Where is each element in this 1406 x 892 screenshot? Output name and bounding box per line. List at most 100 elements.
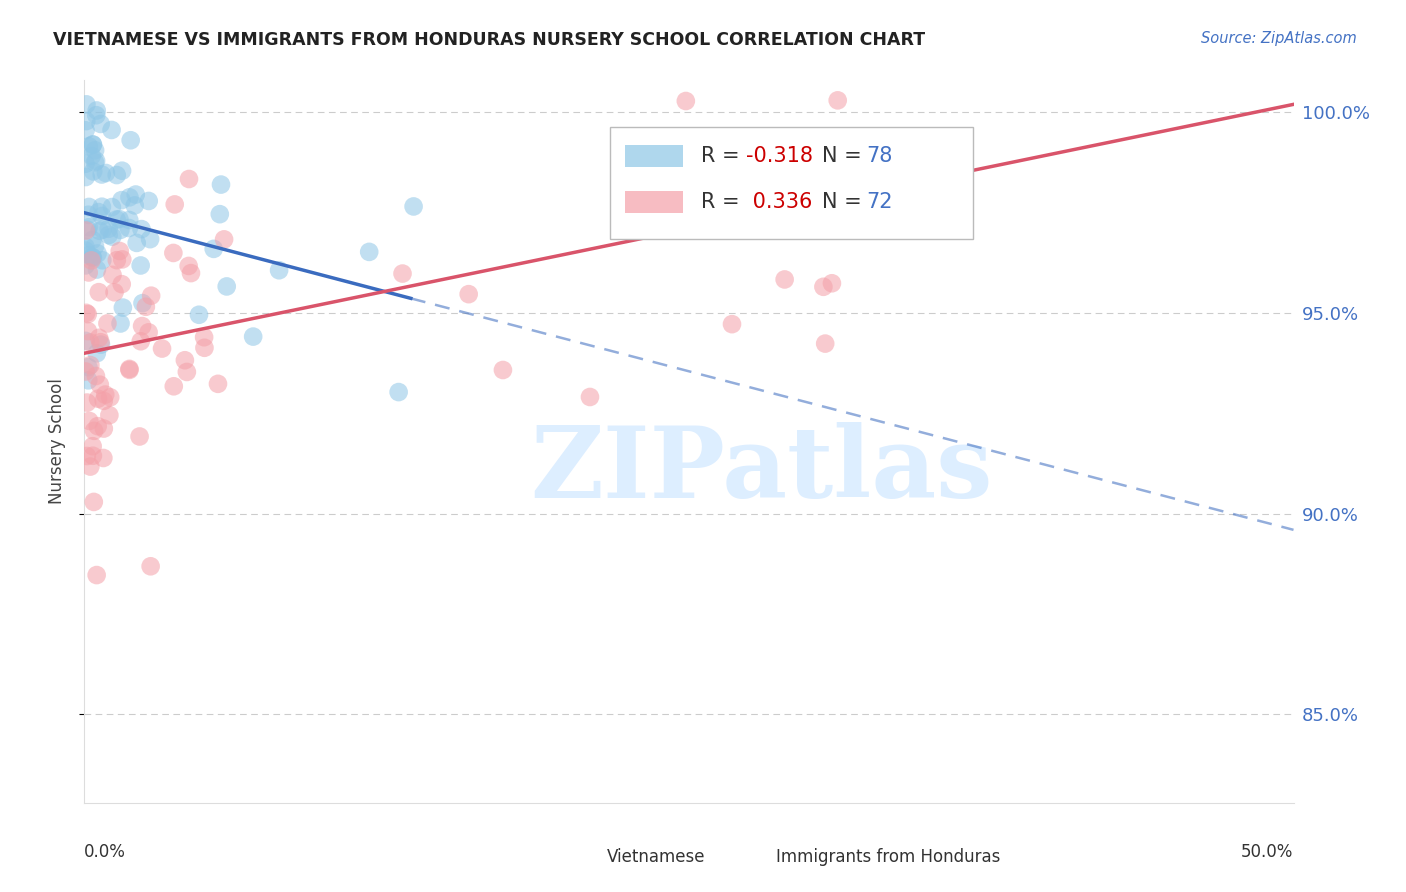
Point [84,369,107,384]
Point [90,168,112,182]
Point [77,360,100,375]
Point [215,279,238,293]
Point [139,288,162,302]
Point [120,133,142,147]
Point [77,208,100,222]
Point [98,390,121,404]
Point [111,301,134,315]
Point [97,227,120,242]
Point [82,251,104,265]
Point [125,187,148,202]
Point [79,335,101,350]
Point [101,200,124,214]
Point [202,242,225,256]
Text: VIETNAMESE VS IMMIGRANTS FROM HONDURAS NURSERY SCHOOL CORRELATION CHART: VIETNAMESE VS IMMIGRANTS FROM HONDURAS N… [53,31,925,49]
Point [83,495,105,509]
Text: N =: N = [823,146,869,166]
Point [84,239,107,253]
Point [82,439,104,453]
Point [84,143,107,157]
Point [90,117,112,131]
Point [75,244,97,258]
Point [209,178,232,192]
FancyBboxPatch shape [624,145,683,167]
Point [86,262,108,277]
Point [721,317,744,331]
Point [91,209,114,223]
Point [77,324,100,338]
Point [813,280,835,294]
Point [125,235,148,250]
Text: Source: ZipAtlas.com: Source: ZipAtlas.com [1201,31,1357,46]
Point [177,172,200,186]
Point [80,253,103,268]
Point [90,200,112,214]
Point [96,317,118,331]
Point [101,229,124,244]
Point [242,329,264,343]
Point [131,222,153,236]
FancyBboxPatch shape [544,847,595,868]
Point [91,222,114,236]
Point [90,337,112,351]
Point [111,277,134,292]
Point [82,449,104,463]
Point [75,240,97,254]
Point [193,341,215,355]
FancyBboxPatch shape [624,191,683,212]
Point [76,395,98,409]
Point [86,246,108,260]
Text: -0.318: -0.318 [745,146,813,166]
Point [163,379,186,393]
Point [359,244,381,259]
Point [138,194,160,208]
Text: R =: R = [702,192,747,211]
Point [87,205,110,219]
Point [80,149,103,163]
Point [131,296,153,310]
Point [129,334,152,349]
FancyBboxPatch shape [610,128,973,239]
Point [84,108,107,122]
Point [110,193,132,207]
Point [79,459,101,474]
Point [162,246,184,260]
Point [118,362,141,376]
Point [105,168,128,182]
Point [492,363,515,377]
Point [86,103,108,118]
Text: 50.0%: 50.0% [1241,843,1294,861]
Point [93,421,115,435]
Point [173,353,195,368]
Text: R =: R = [702,146,747,166]
Point [75,334,97,348]
Point [388,385,411,400]
Point [193,330,215,344]
Point [402,199,425,213]
Point [139,559,162,574]
Point [94,387,117,401]
Point [138,326,160,340]
Point [89,224,111,238]
Point [75,223,97,237]
Point [77,265,100,279]
Point [103,285,125,300]
Point [131,319,153,334]
Point [86,419,108,434]
Point [163,197,186,211]
Text: Vietnamese: Vietnamese [607,848,706,866]
Point [118,190,141,204]
Point [87,285,110,300]
Point [128,429,150,443]
Y-axis label: Nursery School: Nursery School [48,378,66,505]
Point [675,94,697,108]
Point [75,157,97,171]
Point [75,364,97,378]
Point [77,248,100,262]
Point [176,365,198,379]
Point [89,335,111,350]
Point [87,331,110,345]
Point [207,376,229,391]
Point [118,213,141,227]
Point [150,342,173,356]
